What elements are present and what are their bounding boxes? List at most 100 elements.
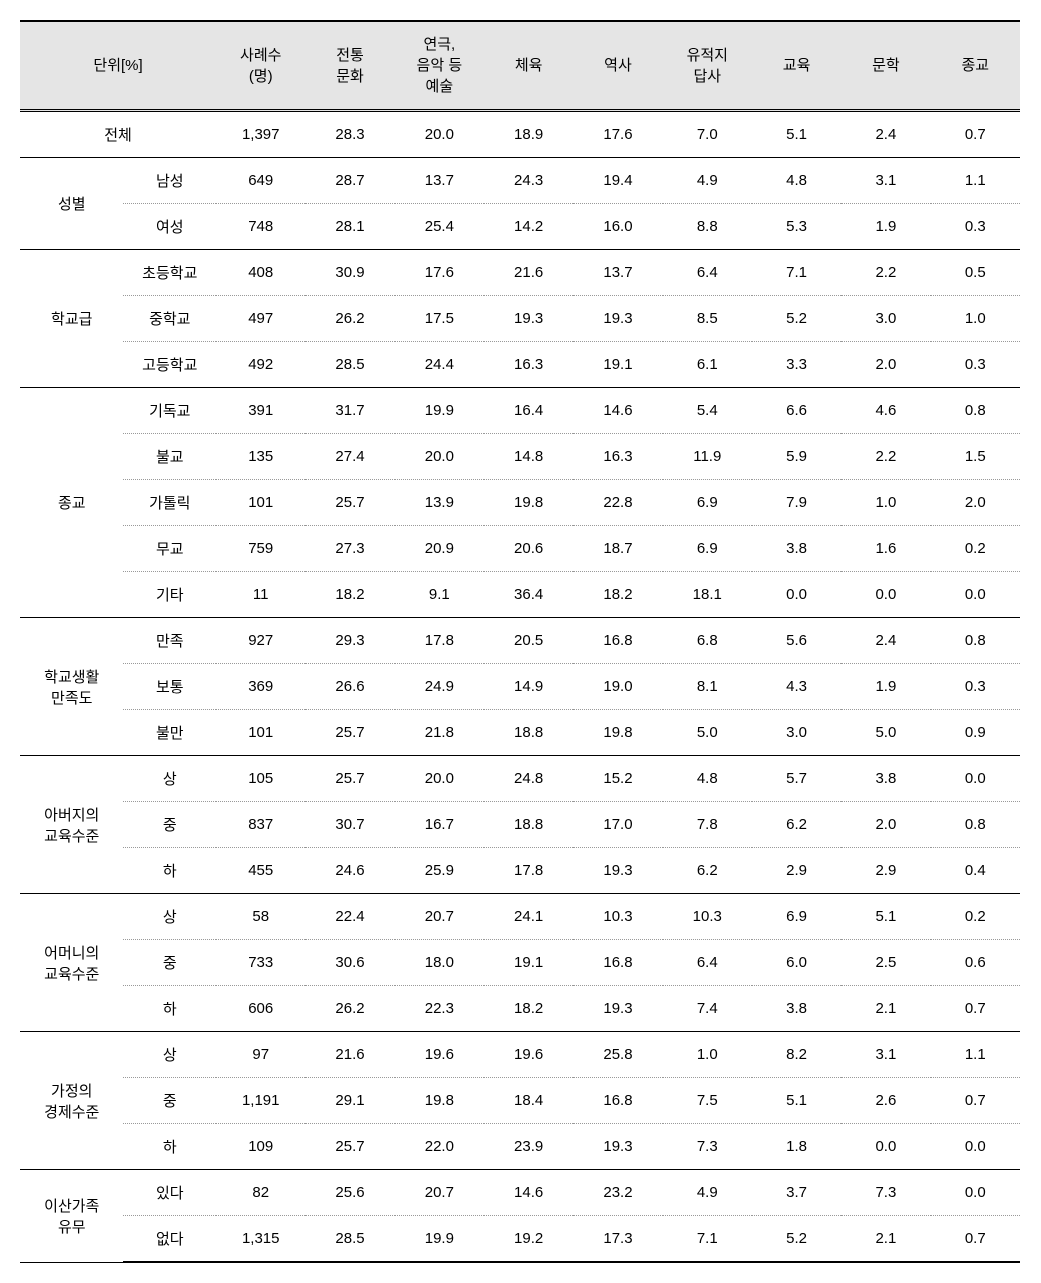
header-col-1: 전통문화 — [305, 21, 394, 111]
cell: 2.2 — [841, 434, 930, 480]
header-col-0: 사례수(명) — [216, 21, 305, 111]
cell: 16.8 — [573, 940, 662, 986]
cell: 17.6 — [395, 250, 484, 296]
table-row: 하10925.722.023.919.37.31.80.00.0 — [20, 1124, 1020, 1170]
table-row: 이산가족유무있다8225.620.714.623.24.93.77.30.0 — [20, 1170, 1020, 1216]
cell: 8.5 — [663, 296, 752, 342]
cell: 0.0 — [841, 572, 930, 618]
cell: 18.8 — [484, 802, 573, 848]
cell: 18.0 — [395, 940, 484, 986]
cell: 5.3 — [752, 204, 841, 250]
cell: 5.1 — [841, 894, 930, 940]
cell: 19.1 — [484, 940, 573, 986]
cell: 20.0 — [395, 756, 484, 802]
table-row: 기타1118.29.136.418.218.10.00.00.0 — [20, 572, 1020, 618]
cell: 1.0 — [663, 1032, 752, 1078]
table-row: 보통36926.624.914.919.08.14.31.90.3 — [20, 664, 1020, 710]
cell: 25.7 — [305, 756, 394, 802]
cell: 19.2 — [484, 1216, 573, 1263]
cell: 2.1 — [841, 1216, 930, 1263]
cell: 58 — [216, 894, 305, 940]
cell: 22.3 — [395, 986, 484, 1032]
group-label: 성별 — [20, 158, 123, 250]
cell: 19.8 — [484, 480, 573, 526]
cell: 18.4 — [484, 1078, 573, 1124]
cell: 4.8 — [663, 756, 752, 802]
cell: 837 — [216, 802, 305, 848]
cell: 17.3 — [573, 1216, 662, 1263]
cell: 6.1 — [663, 342, 752, 388]
row-label: 상 — [123, 894, 216, 940]
cell: 135 — [216, 434, 305, 480]
cell: 3.7 — [752, 1170, 841, 1216]
cell: 28.7 — [305, 158, 394, 204]
cell: 10.3 — [573, 894, 662, 940]
cell: 2.0 — [841, 802, 930, 848]
cell: 759 — [216, 526, 305, 572]
cell: 1.1 — [931, 1032, 1020, 1078]
cell: 36.4 — [484, 572, 573, 618]
cell: 748 — [216, 204, 305, 250]
row-label: 중학교 — [123, 296, 216, 342]
cell: 0.6 — [931, 940, 1020, 986]
cell: 25.9 — [395, 848, 484, 894]
table-row: 중학교49726.217.519.319.38.55.23.01.0 — [20, 296, 1020, 342]
cell: 19.3 — [573, 986, 662, 1032]
cell: 3.0 — [752, 710, 841, 756]
table-row: 중83730.716.718.817.07.86.22.00.8 — [20, 802, 1020, 848]
cell: 19.9 — [395, 1216, 484, 1263]
table-row: 성별남성64928.713.724.319.44.94.83.11.1 — [20, 158, 1020, 204]
cell: 30.6 — [305, 940, 394, 986]
header-col-2: 연극,음악 등예술 — [395, 21, 484, 111]
cell: 6.8 — [663, 618, 752, 664]
cell: 4.6 — [841, 388, 930, 434]
cell: 0.0 — [931, 1170, 1020, 1216]
cell: 16.4 — [484, 388, 573, 434]
cell: 6.6 — [752, 388, 841, 434]
cell: 408 — [216, 250, 305, 296]
cell: 2.0 — [841, 342, 930, 388]
header-col-3: 체육 — [484, 21, 573, 111]
table-row: 아버지의교육수준상10525.720.024.815.24.85.73.80.0 — [20, 756, 1020, 802]
cell: 3.8 — [752, 986, 841, 1032]
cell: 13.9 — [395, 480, 484, 526]
cell: 1.9 — [841, 664, 930, 710]
total-val-4: 17.6 — [573, 111, 662, 158]
cell: 25.7 — [305, 480, 394, 526]
cell: 4.8 — [752, 158, 841, 204]
cell: 1.5 — [931, 434, 1020, 480]
row-label: 기독교 — [123, 388, 216, 434]
cell: 6.9 — [752, 894, 841, 940]
cell: 5.2 — [752, 1216, 841, 1263]
cell: 23.9 — [484, 1124, 573, 1170]
cell: 2.6 — [841, 1078, 930, 1124]
cell: 3.1 — [841, 1032, 930, 1078]
cell: 1.6 — [841, 526, 930, 572]
cell: 14.9 — [484, 664, 573, 710]
row-label: 하 — [123, 848, 216, 894]
cell: 24.4 — [395, 342, 484, 388]
cell: 16.7 — [395, 802, 484, 848]
header-col-5: 유적지답사 — [663, 21, 752, 111]
cell: 733 — [216, 940, 305, 986]
total-label: 전체 — [20, 111, 216, 158]
table-body: 전체1,39728.320.018.917.67.05.12.40.7성별남성6… — [20, 111, 1020, 1263]
table-row: 어머니의교육수준상5822.420.724.110.310.36.95.10.2 — [20, 894, 1020, 940]
table-row: 종교기독교39131.719.916.414.65.46.64.60.8 — [20, 388, 1020, 434]
cell: 2.9 — [752, 848, 841, 894]
cell: 17.8 — [484, 848, 573, 894]
cell: 0.7 — [931, 986, 1020, 1032]
row-label: 기타 — [123, 572, 216, 618]
cell: 0.8 — [931, 802, 1020, 848]
survey-table: 단위[%]사례수(명)전통문화연극,음악 등예술체육역사유적지답사교육문학종교 … — [20, 20, 1020, 1263]
cell: 19.0 — [573, 664, 662, 710]
cell: 24.8 — [484, 756, 573, 802]
cell: 7.5 — [663, 1078, 752, 1124]
cell: 26.6 — [305, 664, 394, 710]
cell: 11.9 — [663, 434, 752, 480]
cell: 25.7 — [305, 1124, 394, 1170]
cell: 21.8 — [395, 710, 484, 756]
cell: 0.5 — [931, 250, 1020, 296]
total-val-0: 1,397 — [216, 111, 305, 158]
cell: 21.6 — [484, 250, 573, 296]
